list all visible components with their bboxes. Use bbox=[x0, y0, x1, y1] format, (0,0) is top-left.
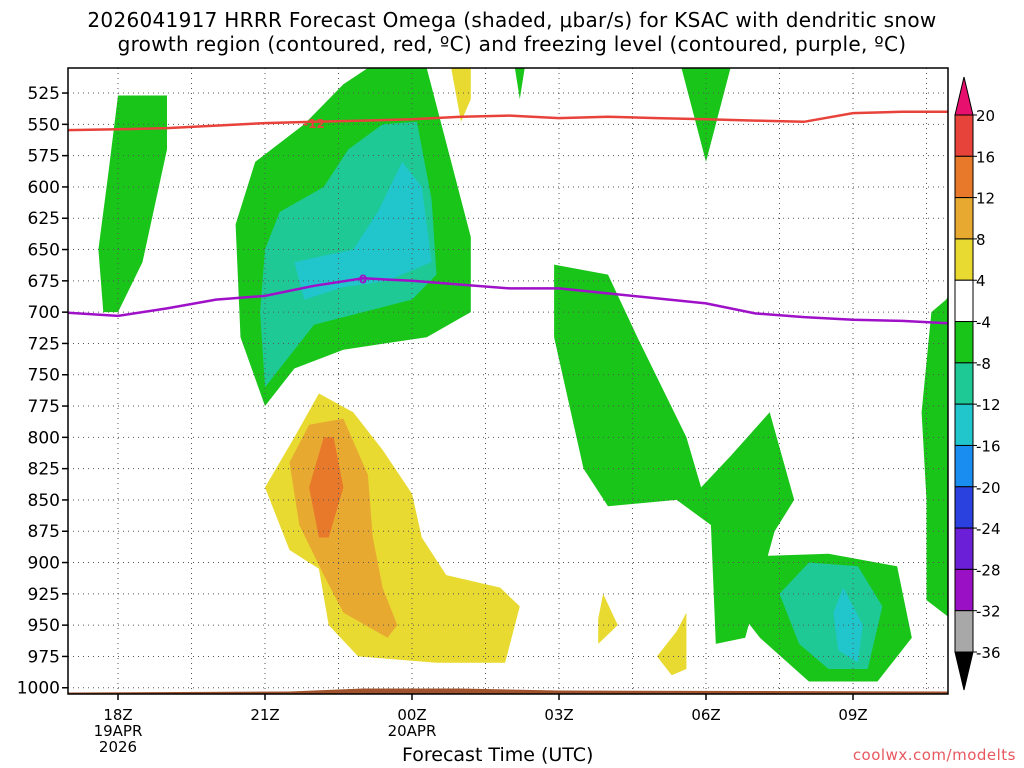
colorbar-label-4: 4 bbox=[976, 272, 986, 290]
colorbar-label-6: -8 bbox=[976, 355, 991, 373]
omega-region-12 bbox=[598, 593, 618, 644]
colorbar-box-11 bbox=[954, 568, 974, 612]
x-tick-label-3: 03Z bbox=[544, 706, 573, 724]
omega-shading-layer bbox=[98, 68, 948, 682]
y-tick-label-825: 825 bbox=[28, 460, 60, 480]
y-tick-label-800: 800 bbox=[28, 428, 60, 448]
contour-line-1 bbox=[68, 277, 948, 325]
omega-region-4 bbox=[921, 296, 948, 617]
y-tick-label-525: 525 bbox=[28, 84, 60, 104]
colorbar-box-6 bbox=[954, 362, 974, 405]
colorbar-label-8: -16 bbox=[976, 437, 1001, 455]
contour-line-0 bbox=[68, 110, 948, 132]
contour-label-minus12: -12 bbox=[303, 117, 325, 131]
colorbar: 20 16 12 8 4 -4 -8 -12 -16 -20 -24 -28 -32 -36 bbox=[954, 76, 1001, 691]
x-axis-title: Forecast Time (UTC) bbox=[402, 744, 594, 766]
colorbar-label-13: -36 bbox=[976, 644, 1001, 662]
x-tick-label-2: 00Z bbox=[397, 706, 426, 724]
omega-region-16 bbox=[309, 437, 344, 538]
y-tick-label-550: 550 bbox=[28, 115, 60, 135]
omega-region-2 bbox=[554, 264, 795, 644]
colorbar-label-9: -20 bbox=[976, 479, 1001, 497]
colorbar-box-10 bbox=[954, 527, 974, 570]
y-tick-label-850: 850 bbox=[28, 491, 60, 511]
y-tick-label-875: 875 bbox=[28, 522, 60, 542]
colorbar-label-10: -24 bbox=[976, 520, 1001, 538]
y-axis: 525 550 575 600 625 650 675 700 725 750 775 800 825 8… bbox=[17, 84, 68, 699]
colorbar-label-5: -4 bbox=[976, 314, 991, 332]
plot-frame bbox=[67, 67, 949, 695]
y-tick-label-700: 700 bbox=[28, 303, 60, 323]
omega-region-9 bbox=[294, 161, 432, 300]
omega-region-6 bbox=[514, 68, 525, 100]
y-tick-label-625: 625 bbox=[28, 209, 60, 229]
contour-layer: -12 0 bbox=[68, 110, 948, 325]
colorbar-box-12 bbox=[954, 610, 974, 653]
credit-text: coolwx.com/modelts bbox=[852, 746, 1016, 764]
y-tick-label-950: 950 bbox=[28, 616, 60, 636]
terrain-layer bbox=[68, 688, 948, 694]
colorbar-box-4 bbox=[954, 279, 974, 323]
contour-label-zero: 0 bbox=[359, 272, 367, 286]
omega-region-13 bbox=[657, 612, 687, 676]
chart-title-line-2: growth region (contoured, red, ºC) and f… bbox=[117, 32, 907, 56]
colorbar-label-3: 8 bbox=[976, 231, 986, 249]
colorbar-box-1 bbox=[954, 155, 974, 199]
y-tick-label-650: 650 bbox=[28, 241, 60, 261]
y-tick-label-750: 750 bbox=[28, 366, 60, 386]
y-tick-label-900: 900 bbox=[28, 554, 60, 574]
omega-region-14 bbox=[451, 68, 471, 122]
colorbar-box-9 bbox=[954, 486, 974, 529]
x-tick-label-5: 09Z bbox=[838, 706, 867, 724]
x-tick-date-0: 19APR bbox=[94, 722, 143, 740]
omega-region-0 bbox=[98, 95, 167, 313]
colorbar-label-2: 12 bbox=[976, 190, 995, 208]
terrain-fill bbox=[68, 688, 948, 694]
colorbar-box-0 bbox=[954, 114, 974, 157]
chart-title-line-1: 2026041917 HRRR Forecast Omega (shaded, … bbox=[87, 8, 937, 32]
x-tick-date-2: 20APR bbox=[388, 722, 437, 740]
y-tick-label-925: 925 bbox=[28, 585, 60, 605]
colorbar-box-2 bbox=[954, 197, 974, 240]
y-tick-label-675: 675 bbox=[28, 272, 60, 292]
omega-region-5 bbox=[681, 68, 731, 162]
colorbar-box-5 bbox=[954, 321, 974, 364]
colorbar-box-8 bbox=[954, 444, 974, 488]
y-tick-label-575: 575 bbox=[28, 147, 60, 167]
x-tick-label-4: 06Z bbox=[691, 706, 720, 724]
y-tick-label-975: 975 bbox=[28, 647, 60, 667]
colorbar-bottom-triangle bbox=[954, 651, 974, 691]
colorbar-label-12: -32 bbox=[976, 603, 1001, 621]
colorbar-label-7: -12 bbox=[976, 396, 1001, 414]
y-tick-label-1000: 1000 bbox=[17, 679, 60, 699]
colorbar-box-7 bbox=[954, 403, 974, 446]
grid-layer bbox=[68, 68, 948, 694]
colorbar-box-3 bbox=[954, 238, 974, 281]
x-tick-label-1: 21Z bbox=[250, 706, 279, 724]
colorbar-label-1: 16 bbox=[976, 148, 995, 166]
y-tick-label-600: 600 bbox=[28, 178, 60, 198]
x-tick-label-0: 18Z bbox=[103, 706, 132, 724]
colorbar-label-0: 20 bbox=[976, 107, 995, 125]
colorbar-top-triangle bbox=[954, 76, 974, 116]
y-tick-label-725: 725 bbox=[28, 334, 60, 354]
colorbar-label-11: -28 bbox=[976, 561, 1001, 579]
x-tick-year-0: 2026 bbox=[99, 738, 137, 756]
y-tick-label-775: 775 bbox=[28, 397, 60, 417]
